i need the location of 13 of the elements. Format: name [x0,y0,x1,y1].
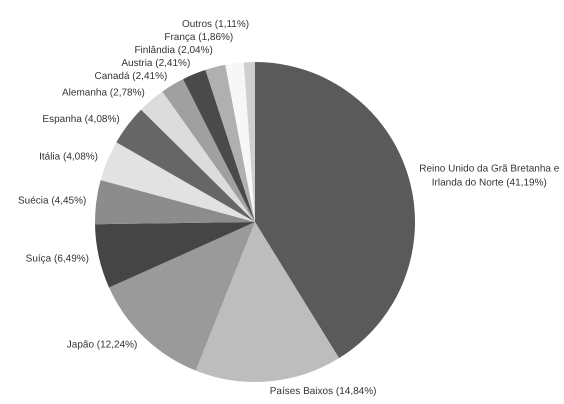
slice-label: Itália (4,08%) [39,152,98,163]
slice-label: Suíça (6,49%) [26,254,90,265]
slice-label: Japão (12,24%) [66,339,138,350]
slice-label: França (1,86%) [164,32,234,44]
slice-label: Alemanha (2,78%) [62,87,145,98]
slice-label: Austria (2,41%) [121,58,190,70]
slice-label: Suécia (4,45%) [18,195,86,206]
slice-label: Espanha (4,08%) [42,114,120,125]
slice-label: Canadá (2,41%) [94,71,168,82]
slice-label: Finlândia (2,04%) [134,45,213,56]
slice-label: Outros (1,11%) [182,19,250,30]
slice-label: Reino Unido da Grã Bretanha e Irlanda do Norte (41,19%) [419,163,560,188]
slice-label: Países Baixos (14,84%) [270,386,376,398]
